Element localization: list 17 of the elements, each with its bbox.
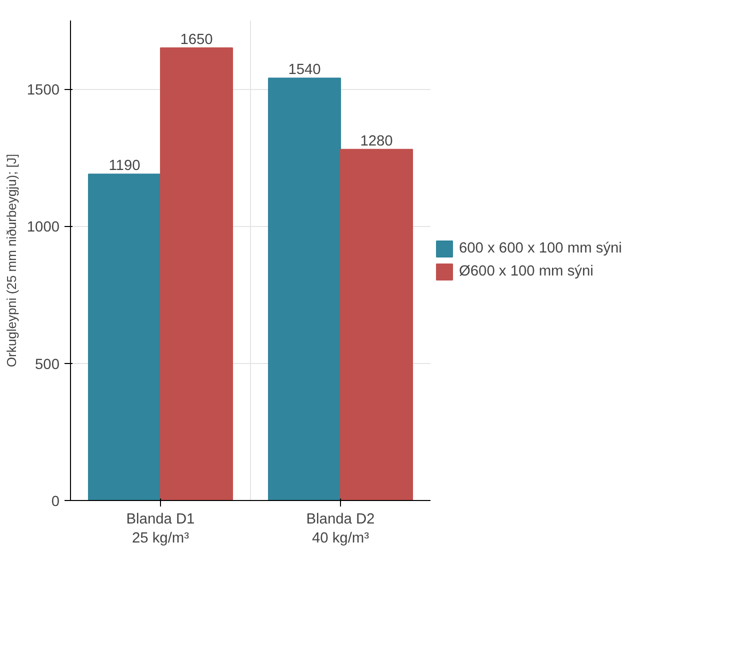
x-tick-label: Blanda D1 25 kg/m³	[126, 512, 195, 547]
y-tick-label: 1500	[26, 82, 60, 99]
y-tick-label: 1000	[26, 220, 60, 236]
bar	[88, 174, 161, 500]
data-label: 1190	[108, 158, 140, 174]
data-label: 1540	[288, 62, 321, 78]
data-label: 1650	[180, 32, 213, 48]
y-tick-label: 0	[51, 494, 60, 510]
x-tick-label: Blanda D2 40 kg/m³	[306, 512, 375, 547]
legend-label: 600 x 600 x 100 mm sýni	[459, 240, 622, 256]
bar	[160, 47, 233, 500]
bar	[268, 78, 341, 500]
legend-label: Ø600 x 100 mm sýni	[459, 264, 594, 280]
y-axis-title: Orkugleypni (25 mm niðurbeygju); [J]	[4, 154, 19, 368]
bar	[340, 148, 413, 500]
data-label: 1280	[360, 133, 393, 150]
y-tick-label: 500	[35, 356, 60, 373]
